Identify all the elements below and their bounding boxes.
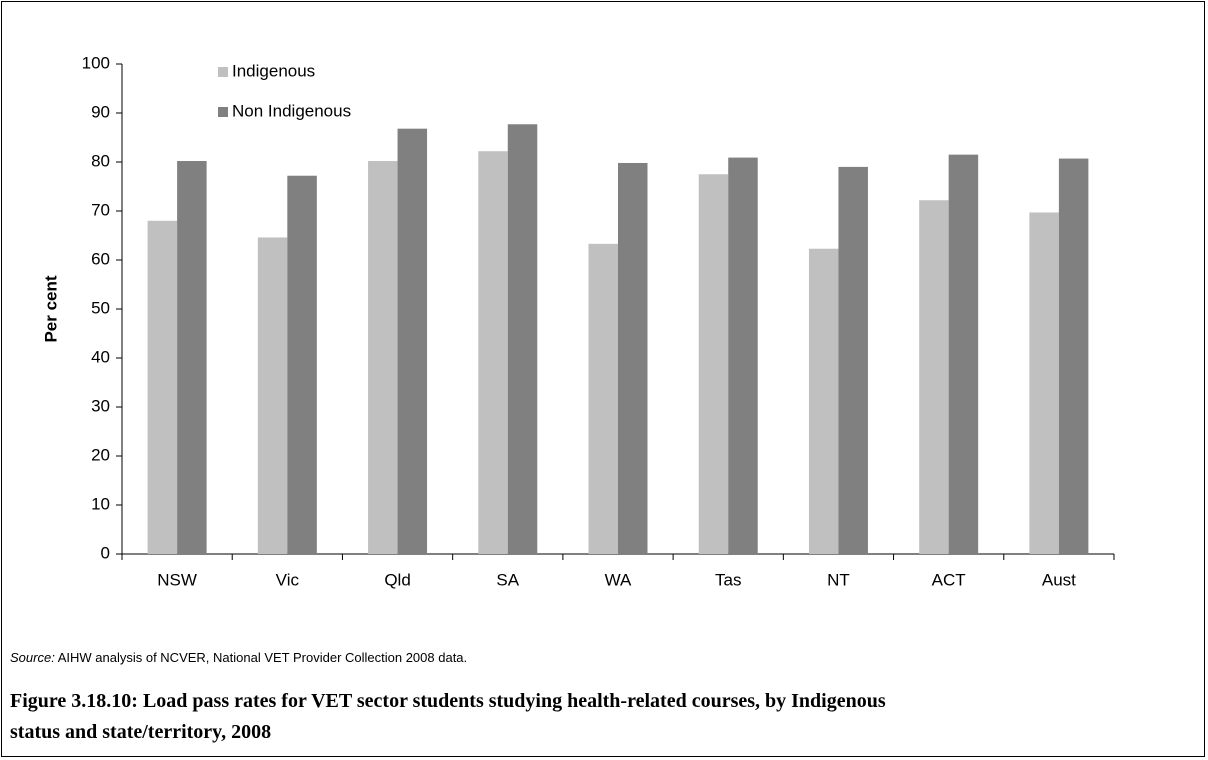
y-tick-label: 10 [91,494,110,513]
bar [948,154,979,554]
legend-swatch [218,67,228,77]
bar [177,161,207,554]
x-tick-label: ACT [932,570,966,589]
figure-caption: Figure 3.18.10: Load pass rates for VET … [10,690,886,743]
y-tick-label: 60 [91,249,110,268]
bar [147,220,178,555]
x-tick-label: SA [496,570,519,589]
source-note: Source: AIHW analysis of NCVER, National… [10,650,467,665]
x-tick-label: NT [827,570,850,589]
source-text: AIHW analysis of NCVER, National VET Pro… [54,650,468,665]
bar [287,175,317,554]
x-tick-label: Tas [715,570,741,589]
bar [397,128,428,554]
x-tick-label: WA [605,570,632,589]
bar [368,161,398,554]
y-tick-label: 80 [91,151,110,170]
y-tick-label: 20 [91,445,110,464]
bar [618,162,648,555]
bar [257,237,288,554]
bar [478,151,508,554]
bar [507,124,538,555]
bar [1029,212,1059,554]
bar [588,243,618,554]
y-axis-label: Per cent [41,275,60,342]
y-tick-label: 70 [91,200,110,219]
legend-label: Indigenous [232,61,315,80]
source-label: Source: [10,650,55,665]
y-tick-label: 100 [82,53,110,72]
bar [1058,158,1089,554]
bar [698,174,729,554]
x-tick-label: Vic [276,570,300,589]
legend-label: Non Indigenous [232,101,351,120]
bar [728,157,758,554]
bar [838,166,868,554]
x-tick-label: Qld [384,570,410,589]
y-tick-label: 90 [91,102,110,121]
x-tick-label: NSW [157,570,197,589]
y-tick-label: 40 [91,347,110,366]
y-tick-label: 0 [101,543,110,562]
chart: Per cent 0 10 20 30 40 50 60 70 80 90 100 NSW Vic Qld… [41,53,1115,589]
y-tick-label: 30 [91,396,110,415]
bar [808,248,839,555]
y-tick-label: 50 [91,298,110,317]
bar [919,200,949,554]
x-tick-label: Aust [1042,570,1076,589]
legend-swatch [218,107,228,117]
